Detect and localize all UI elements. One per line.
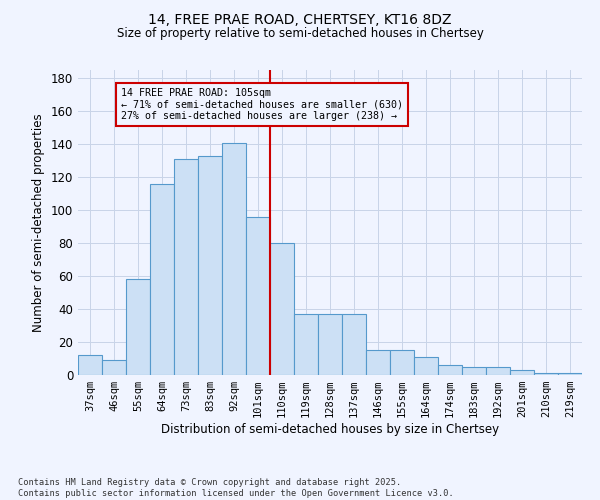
Bar bbox=[294, 314, 318, 375]
Bar bbox=[510, 370, 534, 375]
Text: Contains HM Land Registry data © Crown copyright and database right 2025.
Contai: Contains HM Land Registry data © Crown c… bbox=[18, 478, 454, 498]
Bar bbox=[462, 367, 486, 375]
X-axis label: Distribution of semi-detached houses by size in Chertsey: Distribution of semi-detached houses by … bbox=[161, 423, 499, 436]
Bar bbox=[78, 355, 102, 375]
Bar bbox=[246, 216, 270, 375]
Bar bbox=[270, 243, 294, 375]
Bar bbox=[126, 280, 150, 375]
Bar bbox=[222, 142, 246, 375]
Y-axis label: Number of semi-detached properties: Number of semi-detached properties bbox=[32, 113, 45, 332]
Bar bbox=[438, 365, 462, 375]
Text: 14, FREE PRAE ROAD, CHERTSEY, KT16 8DZ: 14, FREE PRAE ROAD, CHERTSEY, KT16 8DZ bbox=[148, 12, 452, 26]
Bar bbox=[534, 374, 558, 375]
Bar bbox=[558, 374, 582, 375]
Bar bbox=[198, 156, 222, 375]
Bar bbox=[414, 357, 438, 375]
Bar bbox=[174, 159, 198, 375]
Bar bbox=[366, 350, 390, 375]
Bar bbox=[150, 184, 174, 375]
Text: 14 FREE PRAE ROAD: 105sqm
← 71% of semi-detached houses are smaller (630)
27% of: 14 FREE PRAE ROAD: 105sqm ← 71% of semi-… bbox=[121, 88, 403, 122]
Text: Size of property relative to semi-detached houses in Chertsey: Size of property relative to semi-detach… bbox=[116, 28, 484, 40]
Bar bbox=[318, 314, 342, 375]
Bar bbox=[486, 367, 510, 375]
Bar bbox=[342, 314, 366, 375]
Bar bbox=[102, 360, 126, 375]
Bar bbox=[390, 350, 414, 375]
